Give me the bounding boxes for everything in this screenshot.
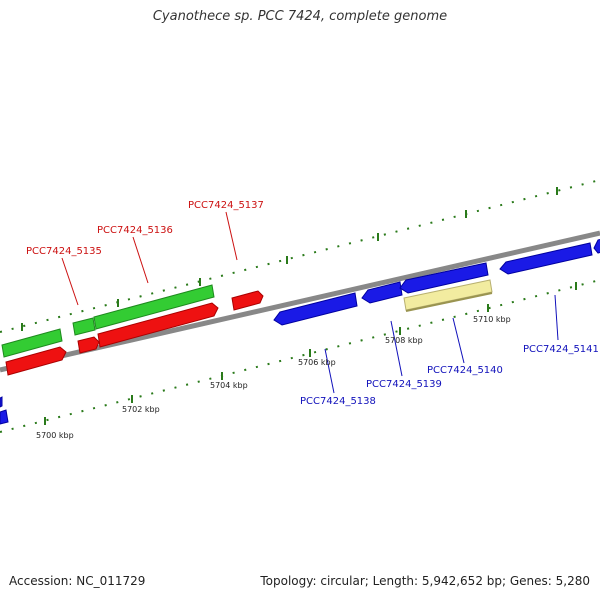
cds-arrow[interactable]: [0, 396, 3, 408]
gene-label-5137[interactable]: PCC7424_5137: [188, 200, 264, 211]
cds-arrow[interactable]: [5, 346, 67, 376]
cds-arrow[interactable]: [77, 336, 100, 354]
cds-arrow[interactable]: [593, 238, 600, 254]
lower-major-ticks: [44, 282, 577, 425]
reverse-cds-arrows: [0, 238, 600, 425]
gene-label-5139[interactable]: PCC7424_5139: [366, 379, 442, 390]
tick-label: 5708 kbp: [385, 336, 423, 345]
cds-arrow[interactable]: [499, 242, 593, 275]
gene-label-5140[interactable]: PCC7424_5140: [427, 365, 503, 376]
cds-arrow[interactable]: [231, 290, 264, 311]
cds-arrow[interactable]: [399, 262, 489, 294]
tick-label: 5702 kbp: [122, 405, 160, 414]
tick-label: 5706 kbp: [298, 358, 336, 367]
gene-label-5141[interactable]: PCC7424_5141: [523, 344, 599, 355]
reverse-label-leaders: [324, 294, 559, 394]
accession-text: Accession: NC_011729: [9, 574, 146, 588]
gene-label-5135[interactable]: PCC7424_5135: [26, 246, 102, 257]
tick-label: 5710 kbp: [473, 315, 511, 324]
map-title: Cyanothece sp. PCC 7424, complete genome: [152, 9, 448, 24]
highlighted-gene-shadow: [405, 292, 493, 312]
gene-block[interactable]: [72, 317, 96, 336]
cds-arrow[interactable]: [273, 292, 358, 326]
forward-label-leaders: [61, 211, 238, 306]
tick-label: 5704 kbp: [210, 381, 248, 390]
gene-label-5136[interactable]: PCC7424_5136: [97, 225, 173, 236]
forward-gene-blocks: [1, 284, 215, 358]
highlighted-gene-block[interactable]: [403, 279, 493, 311]
gene-label-5138[interactable]: PCC7424_5138: [300, 396, 376, 407]
cds-arrow[interactable]: [0, 409, 9, 425]
genome-summary-text: Topology: circular; Length: 5,942,652 bp…: [260, 574, 590, 588]
gene-block[interactable]: [93, 284, 215, 330]
cds-arrow[interactable]: [97, 302, 219, 348]
forward-cds-arrows: [5, 290, 264, 376]
gene-block[interactable]: [1, 328, 63, 358]
upper-major-ticks: [21, 187, 558, 331]
cds-arrow[interactable]: [361, 281, 403, 304]
tick-label: 5700 kbp: [36, 431, 74, 440]
